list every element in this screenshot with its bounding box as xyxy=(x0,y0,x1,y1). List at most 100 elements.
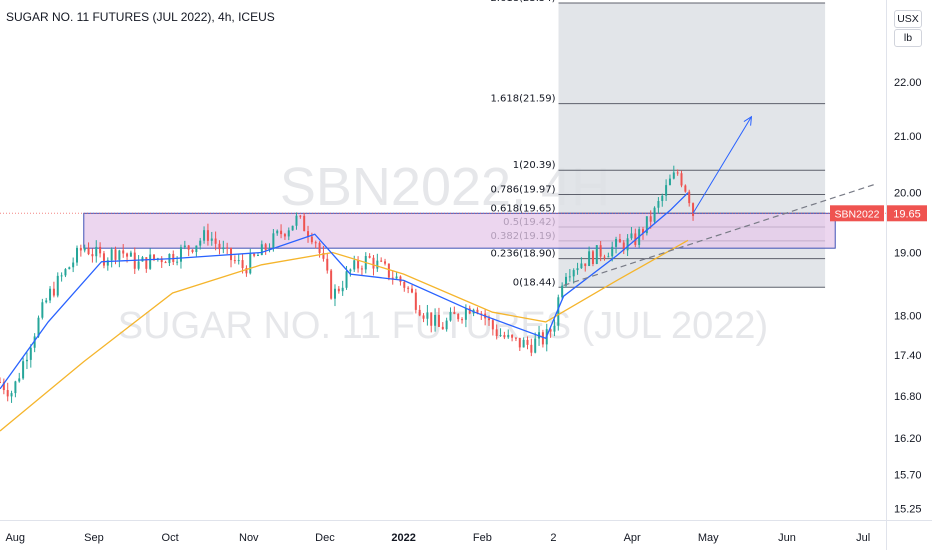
candle-body xyxy=(333,288,336,299)
y-tick-label-0: 22.00 xyxy=(894,77,922,89)
candle-body xyxy=(557,297,560,326)
candle-body xyxy=(91,254,94,257)
candle-body xyxy=(642,229,645,234)
candle-body xyxy=(22,361,25,379)
candle-body xyxy=(41,302,44,318)
candle-body xyxy=(6,390,9,397)
candle-body xyxy=(668,178,671,186)
candle-body xyxy=(145,257,148,269)
x-tick-label-5: 2022 xyxy=(391,532,415,544)
candle-body xyxy=(665,185,668,196)
candle-body xyxy=(249,253,252,274)
candle-body xyxy=(407,287,410,289)
candle-body xyxy=(303,215,306,232)
candle-body xyxy=(114,249,117,260)
candle-body xyxy=(495,329,498,337)
candle-body xyxy=(399,276,402,282)
candle-body xyxy=(295,215,298,226)
candle-body xyxy=(449,312,452,321)
candle-body xyxy=(307,231,310,237)
projection-arrow-head xyxy=(743,115,753,126)
candle-body xyxy=(391,277,394,279)
candle-body xyxy=(260,244,263,256)
candle-body xyxy=(314,242,317,244)
candle-body xyxy=(330,270,333,299)
candle-body xyxy=(37,317,40,337)
candle-body xyxy=(445,320,448,330)
candle-body xyxy=(615,238,618,247)
candle-body xyxy=(237,260,240,262)
candle-body xyxy=(160,258,163,263)
candle-body xyxy=(553,325,556,332)
slow-moving-average xyxy=(0,239,689,432)
price-badge-label: 19.65 xyxy=(893,208,921,220)
candle-body xyxy=(349,269,352,272)
candle-body xyxy=(318,242,321,253)
candle-body xyxy=(191,249,194,253)
candle-body xyxy=(430,312,433,326)
symbol-badge-label: SBN2022 xyxy=(835,208,880,220)
candle-body xyxy=(576,268,579,271)
candle-body xyxy=(499,335,502,337)
symbol-badge xyxy=(830,205,884,222)
x-tick-label-8: Apr xyxy=(624,532,641,544)
candle-body xyxy=(337,288,340,292)
currency-button[interactable]: USX xyxy=(894,10,922,28)
candle-body xyxy=(380,260,383,262)
candle-body xyxy=(684,185,687,192)
candle-body xyxy=(199,240,202,246)
candle-body xyxy=(2,382,5,391)
x-tick-label-2: Oct xyxy=(162,532,179,544)
candle-body xyxy=(341,287,344,292)
fib-level-label-3: 0.786(19.97) xyxy=(490,184,555,195)
candle-body xyxy=(226,247,229,249)
candle-body xyxy=(541,332,544,345)
candle-body xyxy=(72,262,75,268)
candle-body xyxy=(18,378,21,382)
y-tick-label-4: 18.00 xyxy=(894,310,922,322)
candle-body xyxy=(591,251,594,264)
candle-body xyxy=(10,393,13,397)
candle-body xyxy=(476,309,479,314)
candle-body xyxy=(64,269,67,276)
candle-body xyxy=(649,216,652,222)
candle-body xyxy=(110,249,113,261)
candle-body xyxy=(522,339,525,348)
candle-body xyxy=(526,339,529,345)
candle-body xyxy=(52,288,55,296)
candle-body xyxy=(657,201,660,208)
candle-body xyxy=(14,381,17,394)
candle-body xyxy=(599,245,602,257)
candle-body xyxy=(626,238,629,251)
candle-body xyxy=(310,236,313,243)
candle-body xyxy=(468,308,471,314)
candle-body xyxy=(534,338,537,353)
candle-body xyxy=(357,260,360,269)
watermark-symbol: SBN2022, 4H xyxy=(280,157,610,217)
candle-body xyxy=(287,230,290,237)
candle-body xyxy=(345,271,348,288)
candle-body xyxy=(611,246,614,257)
unit-button[interactable]: lb xyxy=(894,29,922,47)
fib-level-label-0: 2.618(23.54) xyxy=(490,0,555,4)
candle-body xyxy=(561,285,564,298)
y-tick-label-9: 15.25 xyxy=(894,503,922,515)
fib-level-label-4: 0.618(19.65) xyxy=(490,203,555,214)
candle-body xyxy=(645,216,648,234)
candle-body xyxy=(283,234,286,237)
candle-body xyxy=(245,268,248,274)
candle-body xyxy=(511,334,514,338)
candle-body xyxy=(580,263,583,269)
candle-body xyxy=(607,256,610,258)
candle-body xyxy=(487,318,490,321)
candle-body xyxy=(518,337,521,348)
candle-body xyxy=(299,215,302,217)
fib-level-label-8: 0(18.44) xyxy=(513,277,556,288)
candle-body xyxy=(653,207,656,222)
x-tick-label-1: Sep xyxy=(84,532,104,544)
fast-moving-average xyxy=(0,192,689,390)
candle-body xyxy=(233,260,236,262)
candle-body xyxy=(118,250,121,260)
